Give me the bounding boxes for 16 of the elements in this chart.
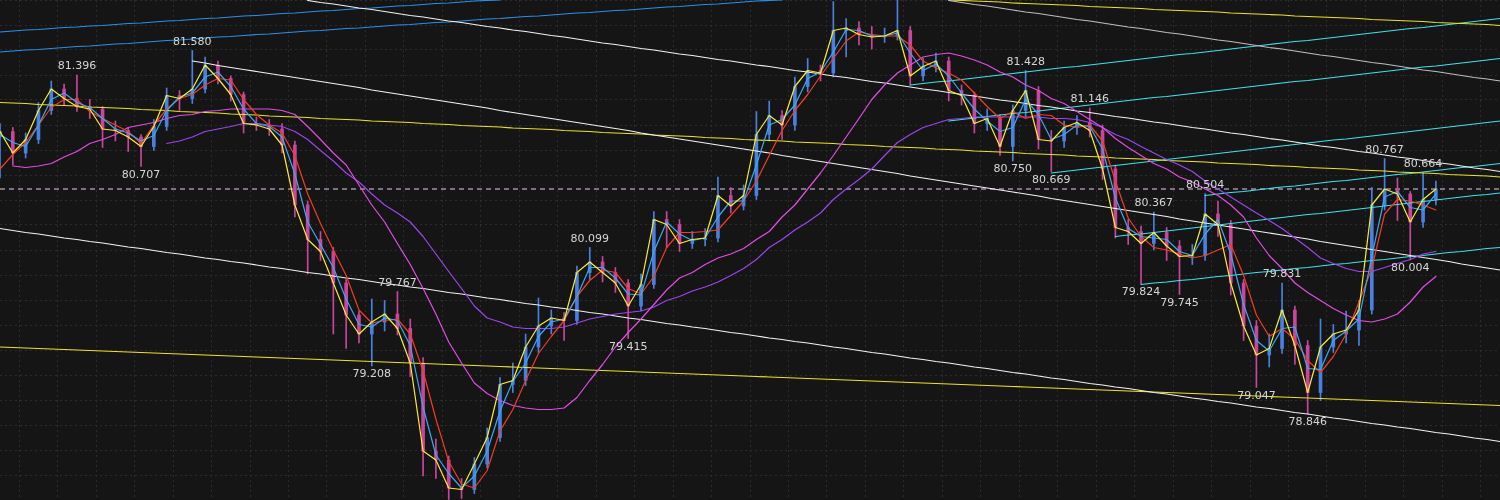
annotation: 81.428 — [1006, 54, 1045, 68]
annotation: 80.767 — [1365, 142, 1404, 156]
annotation: 81.580 — [173, 34, 212, 48]
annotation: 80.367 — [1134, 196, 1174, 210]
annotation: 81.396 — [57, 59, 97, 73]
annotation: 79.745 — [1160, 295, 1199, 309]
annotation: 80.707 — [121, 167, 161, 181]
annotation: 80.664 — [1403, 156, 1443, 170]
annotation: 80.099 — [570, 231, 609, 245]
annotation: 79.824 — [1121, 285, 1161, 299]
annotation: 80.750 — [993, 162, 1033, 176]
annotation: 78.846 — [1288, 415, 1327, 429]
annotation: 80.004 — [1391, 261, 1430, 275]
annotation: 81.146 — [1070, 92, 1109, 106]
annotation: 79.208 — [352, 367, 392, 381]
annotation: 80.669 — [1032, 172, 1071, 186]
